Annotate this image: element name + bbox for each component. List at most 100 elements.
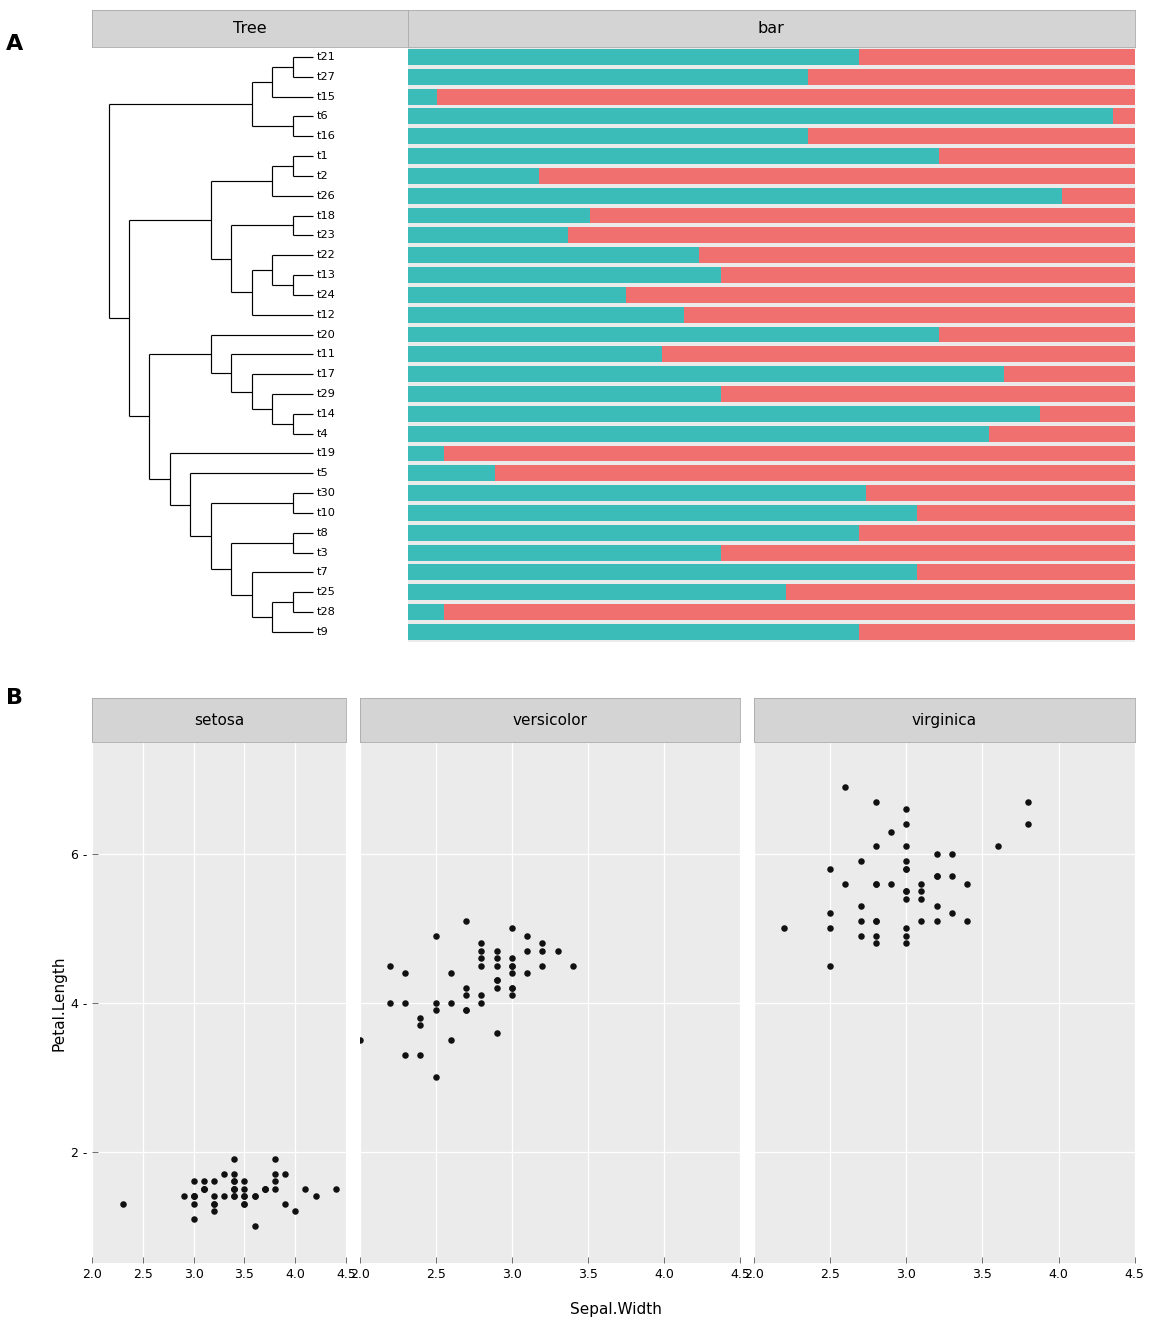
Bar: [408, 109, 1113, 125]
Point: [851, 895, 870, 917]
Bar: [408, 227, 568, 243]
Text: t13: t13: [317, 270, 336, 280]
Bar: [786, 585, 1135, 601]
Bar: [408, 306, 684, 323]
Point: [381, 954, 400, 976]
Point: [195, 1179, 213, 1200]
Point: [472, 985, 491, 1007]
Point: [235, 1171, 253, 1192]
Bar: [1062, 188, 1135, 204]
Point: [457, 910, 476, 931]
Point: [327, 1179, 346, 1200]
Point: [205, 1193, 223, 1215]
Bar: [408, 426, 990, 442]
Bar: [917, 505, 1135, 521]
Bar: [408, 526, 858, 540]
Point: [518, 962, 537, 984]
Point: [275, 1164, 294, 1185]
Point: [195, 1171, 213, 1192]
Point: [245, 1185, 264, 1207]
Point: [912, 874, 931, 895]
Text: t1: t1: [317, 151, 328, 161]
Point: [502, 954, 521, 976]
Text: t28: t28: [317, 607, 336, 617]
Point: [225, 1179, 243, 1200]
Point: [266, 1148, 285, 1169]
Point: [897, 798, 916, 820]
Bar: [684, 306, 1135, 323]
Bar: [445, 445, 1135, 461]
Point: [866, 836, 885, 857]
Text: t19: t19: [317, 449, 336, 458]
Text: t29: t29: [317, 388, 336, 399]
Point: [897, 888, 916, 910]
Point: [472, 933, 491, 954]
Text: A: A: [6, 34, 23, 54]
Point: [836, 775, 855, 797]
Point: [225, 1171, 243, 1192]
Point: [851, 851, 870, 872]
Point: [472, 939, 491, 961]
Point: [502, 977, 521, 999]
Bar: [990, 426, 1135, 442]
Text: t8: t8: [317, 528, 328, 538]
Point: [897, 918, 916, 939]
Point: [441, 962, 460, 984]
Point: [266, 1164, 285, 1185]
Point: [912, 888, 931, 910]
Point: [502, 948, 521, 969]
Point: [235, 1185, 253, 1207]
Point: [225, 1185, 243, 1207]
Point: [942, 903, 961, 925]
Text: t4: t4: [317, 429, 328, 438]
Point: [866, 874, 885, 895]
Point: [927, 910, 946, 931]
Point: [518, 939, 537, 961]
Point: [518, 925, 537, 946]
Point: [821, 857, 840, 879]
Text: t14: t14: [317, 409, 336, 419]
Bar: [939, 148, 1135, 164]
Point: [225, 1164, 243, 1185]
Point: [866, 792, 885, 813]
Bar: [858, 526, 1135, 540]
Bar: [408, 445, 445, 461]
Bar: [539, 168, 1135, 184]
Point: [502, 985, 521, 1007]
Point: [195, 1179, 213, 1200]
Point: [548, 939, 567, 961]
Point: [821, 954, 840, 976]
Point: [350, 1030, 369, 1051]
Point: [775, 918, 794, 939]
Bar: [1113, 109, 1135, 125]
Bar: [408, 148, 939, 164]
Point: [184, 1193, 203, 1215]
Point: [266, 1171, 285, 1192]
Bar: [720, 386, 1135, 402]
Text: t11: t11: [317, 349, 336, 359]
Point: [441, 992, 460, 1013]
Point: [881, 874, 900, 895]
Text: t16: t16: [317, 132, 336, 141]
Point: [502, 918, 521, 939]
Bar: [917, 564, 1135, 581]
Bar: [408, 327, 939, 343]
Point: [912, 880, 931, 902]
Bar: [1040, 406, 1135, 422]
Point: [487, 977, 506, 999]
Point: [487, 1021, 506, 1043]
Point: [897, 836, 916, 857]
Point: [487, 948, 506, 969]
Point: [821, 903, 840, 925]
Bar: [408, 386, 720, 402]
Point: [472, 992, 491, 1013]
Point: [205, 1193, 223, 1215]
Point: [245, 1215, 264, 1236]
Text: t24: t24: [317, 290, 336, 300]
Point: [235, 1185, 253, 1207]
Point: [205, 1171, 223, 1192]
Bar: [662, 347, 1135, 363]
Bar: [408, 406, 1040, 422]
Point: [1018, 792, 1037, 813]
Point: [457, 977, 476, 999]
